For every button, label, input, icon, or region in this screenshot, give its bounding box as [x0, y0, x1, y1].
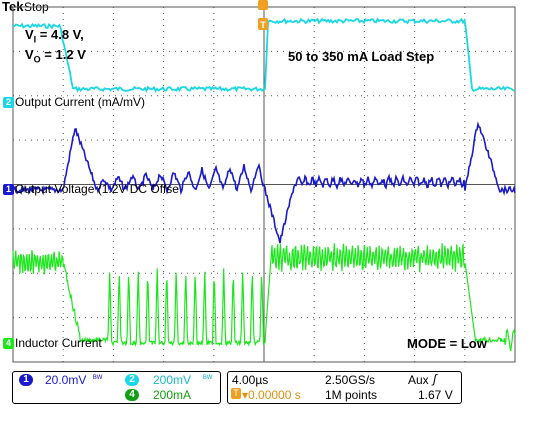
- channel-1-scale: 20.0mV: [45, 373, 87, 387]
- trigger-position-marker[interactable]: T: [258, 0, 268, 30]
- trigger-source: Aux: [408, 373, 429, 387]
- mode-note: MODE = Low: [407, 336, 487, 351]
- inductor-current-trace: [12, 243, 516, 352]
- output-voltage-note: VO = 1.2 V: [25, 47, 86, 65]
- channel-4-scale: 200mA: [153, 388, 192, 402]
- timebase-panel[interactable]: 4.00µs 2.50GS/s Aux ʃ T ▾0.00000 s 1M po…: [227, 371, 462, 404]
- bandwidth-limit-icon: ᴮᵂ: [93, 373, 103, 383]
- bandwidth-limit-icon: ᴮᵂ: [203, 373, 213, 383]
- svg-text:T: T: [260, 20, 266, 30]
- channel-2-marker[interactable]: 2: [3, 97, 14, 108]
- channel-2-label: Output Current (mA/mV): [15, 95, 146, 109]
- rising-edge-icon: ʃ: [433, 372, 437, 386]
- channel-2-scale: 200mV: [153, 373, 192, 387]
- output-current-trace: [12, 17, 515, 93]
- record-length: 1M points: [325, 388, 378, 402]
- channel-4-label: Inductor Current: [15, 336, 102, 350]
- channel-2-icon: 2: [125, 374, 139, 386]
- channel-1-marker[interactable]: 1: [3, 184, 14, 195]
- channel-scale-panel[interactable]: 1 20.0mV ᴮᵂ 2 200mV ᴮᵂ 4 200mA: [12, 371, 221, 404]
- timebase-value: 4.00µs: [232, 373, 269, 387]
- channel-1-icon: 1: [19, 374, 33, 386]
- trigger-position: ▾0.00000 s: [242, 388, 301, 402]
- channel-4-icon: 4: [125, 389, 139, 401]
- input-voltage-note: VI = 4.8 V,: [25, 27, 84, 45]
- trigger-icon: T: [231, 388, 241, 399]
- channel-1-label: Output Voltage (1.2V DC Offse: [15, 182, 179, 196]
- channel-4-marker[interactable]: 4: [3, 338, 14, 349]
- trigger-level: 1.67 V: [418, 388, 453, 402]
- output-voltage-trace: [12, 121, 516, 244]
- sample-rate: 2.50GS/s: [325, 373, 376, 387]
- load-step-note: 50 to 350 mA Load Step: [288, 49, 435, 64]
